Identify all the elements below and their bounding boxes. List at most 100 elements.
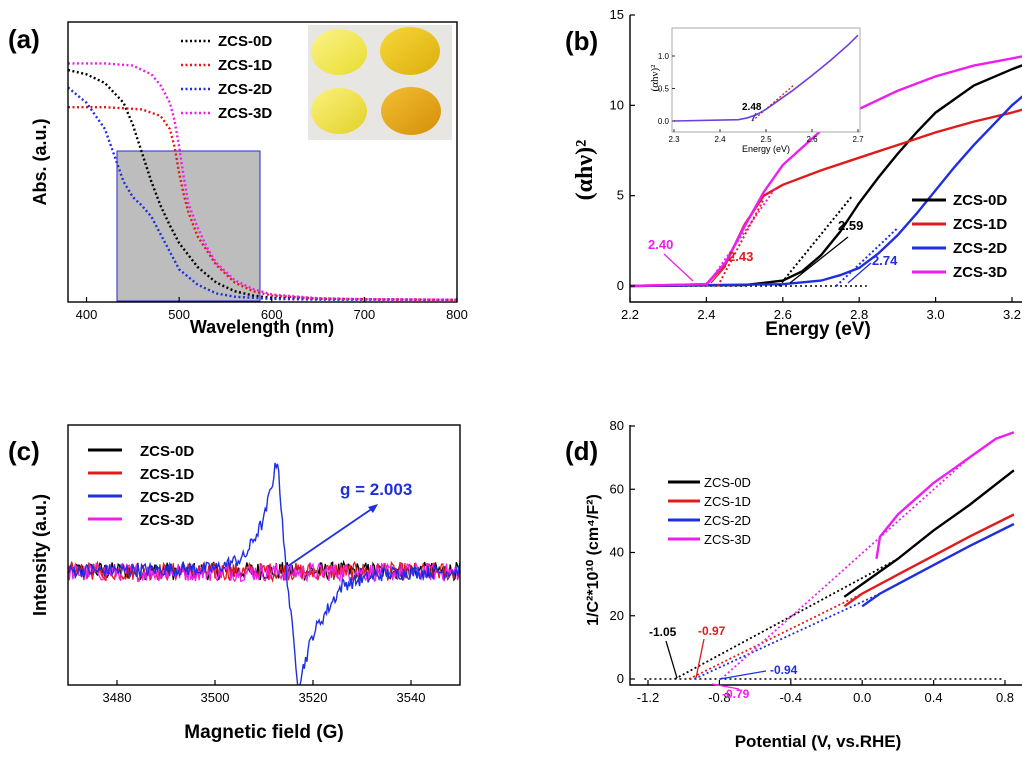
d-x-tick-label: 0.4 <box>925 690 943 705</box>
g-value-annotation: g = 2.003 <box>340 480 412 499</box>
d-x-tick-label: -0.4 <box>780 690 802 705</box>
panel-a-plot-area <box>68 62 457 301</box>
legend-b-label-2d: ZCS-2D <box>953 240 1007 257</box>
arrow-3d-fb <box>711 683 740 690</box>
inset-tangent <box>751 84 795 122</box>
powder-photo <box>308 25 452 140</box>
panel-c-x-title: Magnetic field (G) <box>184 722 343 743</box>
d-x-tick-label: 0.8 <box>996 690 1014 705</box>
panel-c-plot-area <box>68 462 460 685</box>
tangent-zcs-0d <box>778 196 853 287</box>
b-y-tick-label: 0 <box>617 278 624 293</box>
annotation-2d-gap: 2.74 <box>872 253 898 268</box>
annotation-1d-fb: -0.97 <box>698 624 726 638</box>
b-x-tick-label: 2.4 <box>697 307 715 322</box>
c-x-tick-label: 3540 <box>397 690 426 705</box>
panel-b-annotations: 2.40 2.43 2.59 2.74 <box>648 218 898 284</box>
legend-d-label-2d: ZCS-2D <box>704 513 751 528</box>
legend-c-label-1d: ZCS-1D <box>140 466 194 483</box>
series-zcs-0d <box>68 68 457 301</box>
annotation-3d-fb: -0.79 <box>722 687 750 701</box>
panel-a-y-title: Abs. (a.u.) <box>30 118 50 205</box>
d-y-tick-label: 0 <box>617 671 624 686</box>
d-x-tick-label: -1.2 <box>637 690 659 705</box>
inset-y-title: (αhν)² <box>649 64 661 92</box>
highlight-box <box>116 150 261 302</box>
c-x-tick-label: 3480 <box>103 690 132 705</box>
arrow-0d-fb <box>665 640 678 679</box>
tangent-zcs-2d <box>835 227 899 287</box>
inset-plot-area <box>673 34 859 122</box>
d-y-tick-label: 20 <box>610 608 624 623</box>
legend-c-label-0d: ZCS-0D <box>140 443 194 460</box>
inset-x-tick-label: 2.4 <box>714 135 726 144</box>
legend-a-label-2d: ZCS-2D <box>218 81 272 98</box>
inset-frame <box>671 27 861 133</box>
inset-y-tick-label: 0.5 <box>658 85 670 94</box>
legend-a-label-3d: ZCS-3D <box>218 105 272 122</box>
d-y-tick-label: 60 <box>610 481 624 496</box>
arrow-1d-gap <box>710 265 727 284</box>
panel-a-letter: (a) <box>8 24 40 54</box>
inset-y-tick-label: 0.0 <box>658 117 670 126</box>
inset-arrow <box>751 112 757 122</box>
inset-ticks: 2.3 2.4 2.5 2.6 2.7 0.0 0.5 1.0 <box>658 52 864 144</box>
panel-b-legend: ZCS-0D ZCS-1D ZCS-2D ZCS-3D <box>912 192 1007 281</box>
panel-c-y-title: Intensity (a.u.) <box>30 494 50 616</box>
extrapolation-zcs-3d <box>720 456 970 680</box>
series-zcs-2d <box>68 462 460 685</box>
inset-x-tick-label: 2.7 <box>852 135 864 144</box>
annotation-0d-fb: -1.05 <box>649 625 677 639</box>
panel-b: (b) 2.2 2.4 2.6 2.8 3.0 3.2 0 5 10 15 Energy (eV)… <box>565 7 1022 340</box>
legend-c-label-3d: ZCS-3D <box>140 512 194 529</box>
panel-d-plot-area <box>644 431 1015 680</box>
inset-y-tick-label: 1.0 <box>658 52 670 61</box>
legend-a-label-0d: ZCS-0D <box>218 33 272 50</box>
c-x-tick-label: 3500 <box>201 690 230 705</box>
series-zcs-0d <box>630 64 1022 288</box>
annotation-1d-gap: 2.43 <box>728 249 753 264</box>
annotation-0d-gap: 2.59 <box>838 218 863 233</box>
series-zcs-0d <box>843 469 1015 598</box>
tangent-zcs-1d <box>716 198 765 287</box>
panel-d: (d) -1.2 -0.8 -0.4 0.0 0.4 0.8 0 20 40 60 80 Poten… <box>565 418 1022 751</box>
a-x-tick-label: 800 <box>446 307 468 322</box>
b-x-tick-label: 3.2 <box>1003 307 1021 322</box>
inset-x-tick-label: 2.5 <box>760 135 772 144</box>
tangent-zcs-3d <box>705 187 776 287</box>
b-x-tick-label: 2.2 <box>621 307 639 322</box>
a-x-tick-label: 700 <box>354 307 376 322</box>
arrow-3d-gap <box>663 253 694 282</box>
panel-c-legend: ZCS-0D ZCS-1D ZCS-2D ZCS-3D <box>88 443 194 529</box>
b-y-tick-label: 15 <box>610 7 624 22</box>
legend-b-label-1d: ZCS-1D <box>953 216 1007 233</box>
a-x-tick-label: 500 <box>168 307 190 322</box>
arrow-1d-fb <box>695 638 705 679</box>
legend-c-label-2d: ZCS-2D <box>140 489 194 506</box>
annotation-2d-fb: -0.94 <box>770 663 798 677</box>
powder-0d <box>311 29 367 75</box>
legend-b-label-0d: ZCS-0D <box>953 192 1007 209</box>
extrapolation-zcs-0d <box>674 558 899 680</box>
panel-d-letter: (d) <box>565 436 598 466</box>
powder-2d <box>311 88 367 134</box>
a-x-tick-label: 600 <box>261 307 283 322</box>
arrow-0d-gap <box>789 236 849 284</box>
panel-b-x-title: Energy (eV) <box>765 319 871 340</box>
powder-3d <box>381 87 441 135</box>
series-zcs-3d <box>68 62 457 301</box>
g-value-arrow <box>287 505 377 567</box>
inset-x-title: Energy (eV) <box>742 144 790 154</box>
extrapolation-zcs-1d <box>688 592 863 680</box>
panel-d-annotations: -1.05 -0.97 -0.94 -0.79 <box>649 624 798 701</box>
a-x-tick-label: 400 <box>76 307 98 322</box>
panel-d-frame <box>629 425 1022 686</box>
b-x-tick-label: 3.0 <box>927 307 945 322</box>
d-y-tick-label: 80 <box>610 418 624 433</box>
inset-annotation: 2.48 <box>742 102 762 113</box>
b-y-tick-label: 5 <box>617 188 624 203</box>
panel-d-legend: ZCS-0D ZCS-1D ZCS-2D ZCS-3D <box>668 475 751 547</box>
panel-c-x-ticks: 3480 3500 3520 3540 <box>103 680 426 705</box>
d-x-tick-label: -0.8 <box>708 690 730 705</box>
panel-a: (a) 400 500 600 700 800 Wavelength (nm) Abs.… <box>8 21 468 337</box>
